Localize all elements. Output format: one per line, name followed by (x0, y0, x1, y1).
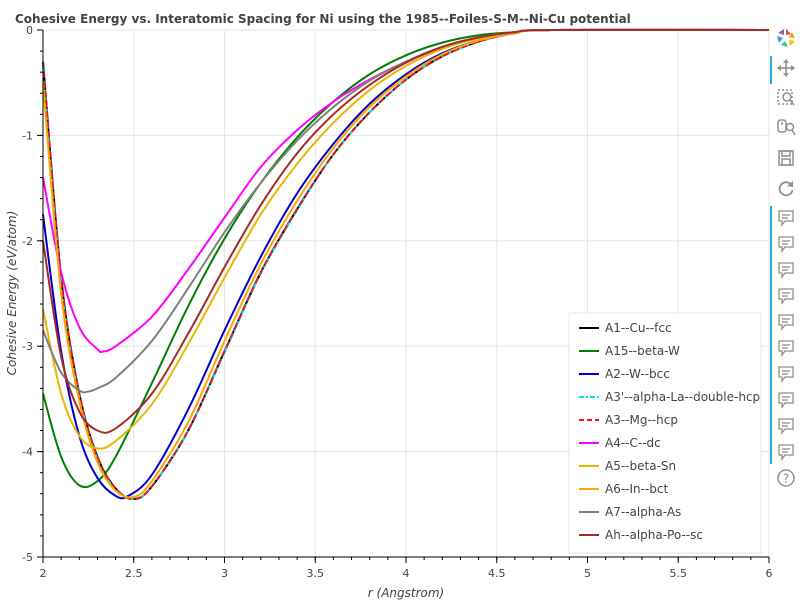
help-icon: ? (776, 468, 796, 488)
hover-tool-button[interactable] (776, 442, 796, 462)
x-tick-label: 4.5 (488, 567, 506, 580)
x-axis-label: r (Angstrom) (368, 586, 444, 600)
tool-active-indicator (770, 56, 772, 84)
hover-tool-button[interactable] (776, 234, 796, 254)
legend-label-2: A2--W--bcc (605, 367, 670, 381)
series-line-9: Ah--alpha-Po--sc (42, 28, 770, 434)
hover-icon (776, 312, 796, 332)
wheel-zoom-tool-button[interactable] (776, 118, 796, 138)
hover-icon (776, 390, 796, 410)
y-tick-label: 0 (26, 24, 33, 37)
hover-tool-button[interactable] (776, 312, 796, 332)
legend-label-1: A15--beta-W (605, 344, 680, 358)
pan-icon (776, 58, 796, 78)
toolbar: ? (770, 24, 800, 564)
y-tick-label: -1 (22, 129, 33, 142)
hover-icon (776, 234, 796, 254)
hover-icon (776, 286, 796, 306)
x-tick-label: 2.5 (125, 567, 143, 580)
hover-tool-button[interactable] (776, 208, 796, 228)
reset-icon (776, 178, 796, 198)
legend: A1--Cu--fcc A15--beta-W A2--W--bcc A3'--alp… (568, 312, 762, 554)
save-tool-button[interactable] (776, 148, 796, 168)
help-tool-button[interactable]: ? (776, 468, 796, 488)
wheel-zoom-icon (776, 118, 796, 138)
hover-icon (776, 208, 796, 228)
x-tick-label: 5.5 (670, 567, 688, 580)
hover-tool-button[interactable] (776, 338, 796, 358)
series-line-7: A6--In--bct (42, 28, 770, 499)
hover-icon (776, 442, 796, 462)
x-tick-label: 5 (584, 567, 591, 580)
bokeh-logo-icon (776, 28, 796, 48)
legend-label-5: A4--C--dc (605, 436, 661, 450)
y-axis-label: Cohesive Energy (eV/atom) (5, 211, 19, 376)
box-zoom-tool-button[interactable] (776, 88, 796, 108)
legend-label-7: A6--In--bct (605, 482, 669, 496)
x-tick-label: 6 (766, 567, 773, 580)
hover-icon (776, 416, 796, 436)
hover-tool-button[interactable] (776, 286, 796, 306)
y-tick-label: -5 (22, 551, 33, 564)
hover-tool-button[interactable] (776, 416, 796, 436)
reset-tool-button[interactable] (776, 178, 796, 198)
chart-title: Cohesive Energy vs. Interatomic Spacing … (15, 12, 631, 26)
hover-tool-button[interactable] (776, 260, 796, 280)
y-tick-label: -4 (22, 446, 33, 459)
svg-text:?: ? (783, 472, 789, 486)
x-tick-label: 3 (221, 567, 228, 580)
legend-label-9: Ah--alpha-Po--sc (605, 528, 703, 542)
hover-tool-button[interactable] (776, 390, 796, 410)
legend-box (568, 312, 762, 554)
hover-icon (776, 364, 796, 384)
x-tick-label: 3.5 (307, 567, 325, 580)
hover-tool-button[interactable] (776, 364, 796, 384)
y-tick-label: -3 (22, 340, 33, 353)
bokeh-logo-tool-button[interactable] (776, 28, 796, 48)
tool-active-indicator (770, 206, 772, 464)
y-tick-label: -2 (22, 235, 33, 248)
hover-icon (776, 338, 796, 358)
legend-label-4: A3--Mg--hcp (605, 413, 678, 427)
legend-label-6: A5--beta-Sn (605, 459, 676, 473)
legend-label-0: A1--Cu--fcc (605, 321, 672, 335)
series-layer: A1--Cu--fcc A15--beta-W A2--W--bcc A3'--alp… (42, 28, 770, 501)
x-tick-label: 4 (403, 567, 410, 580)
hover-icon (776, 260, 796, 280)
save-icon (776, 148, 796, 168)
axes: 2 2.5 3 3.5 4 4.5 5 5.5 6 0 -1 -2 -3 -4 -5 (22, 24, 772, 580)
pan-tool-button[interactable] (776, 58, 796, 78)
box-zoom-icon (776, 88, 796, 108)
x-tick-label: 2 (40, 567, 47, 580)
legend-label-8: A7--alpha-As (605, 505, 681, 519)
legend-label-3: A3'--alpha-La--double-hcp (605, 390, 760, 404)
